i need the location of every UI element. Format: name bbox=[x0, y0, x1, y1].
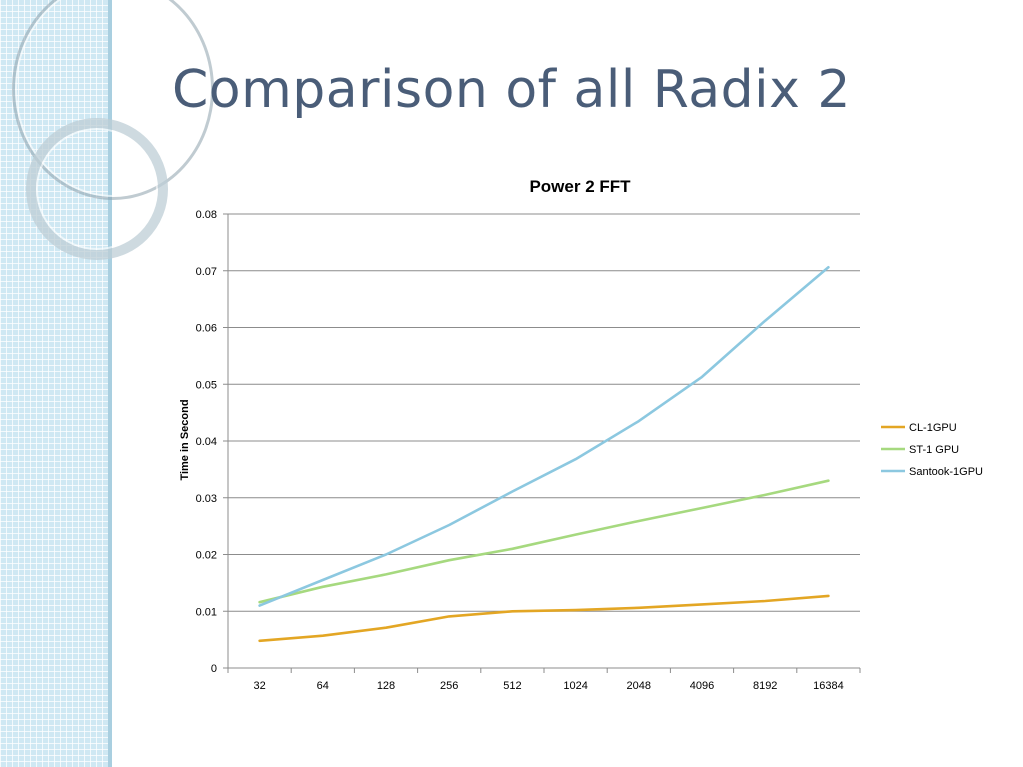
y-tick-label: 0.03 bbox=[196, 493, 217, 505]
y-tick-label: 0.02 bbox=[196, 550, 217, 562]
gridlines bbox=[228, 213, 860, 612]
x-tick-label: 64 bbox=[317, 680, 329, 692]
x-tick-label: 128 bbox=[377, 680, 395, 692]
slide-title: Comparison of all Radix 2 bbox=[172, 60, 852, 120]
x-tick-label: 4096 bbox=[690, 680, 714, 692]
x-tick-label: 8192 bbox=[753, 680, 777, 692]
y-tick-label: 0.08 bbox=[196, 209, 217, 221]
series-line-cl-1gpu bbox=[258, 594, 830, 643]
y-tick-label: 0.01 bbox=[196, 606, 217, 618]
legend-label: ST-1 GPU bbox=[909, 444, 959, 456]
decorative-ring-small bbox=[26, 118, 168, 260]
legend: CL-1GPU ST-1 GPU Santook-1GPU bbox=[881, 422, 983, 478]
y-tick-label: 0.06 bbox=[196, 323, 217, 335]
x-tick-label: 32 bbox=[253, 680, 265, 692]
y-tick-label: 0.04 bbox=[196, 436, 217, 448]
series-line-santook-1gpu bbox=[258, 265, 830, 607]
y-tick-label: 0.07 bbox=[196, 266, 217, 278]
side-band-edge bbox=[108, 0, 112, 767]
series-lines bbox=[258, 265, 830, 643]
legend-label: CL-1GPU bbox=[909, 422, 957, 434]
x-tick-label: 512 bbox=[503, 680, 521, 692]
axes: 0 0.01 0.02 0.03 0.04 0.05 0.06 0.07 0.08 32 64 128… bbox=[196, 209, 861, 692]
x-tick-label: 256 bbox=[440, 680, 458, 692]
y-tick-label: 0.05 bbox=[196, 379, 217, 391]
y-tick-label: 0 bbox=[211, 663, 217, 675]
x-tick-label: 16384 bbox=[813, 680, 844, 692]
x-tick-label: 1024 bbox=[563, 680, 587, 692]
chart-title: Power 2 FFT bbox=[529, 177, 631, 196]
y-axis-label: Time in Second bbox=[179, 399, 191, 480]
x-tick-label: 2048 bbox=[627, 680, 651, 692]
series-line-st-1-gpu bbox=[258, 479, 830, 604]
legend-label: Santook-1GPU bbox=[909, 466, 983, 478]
